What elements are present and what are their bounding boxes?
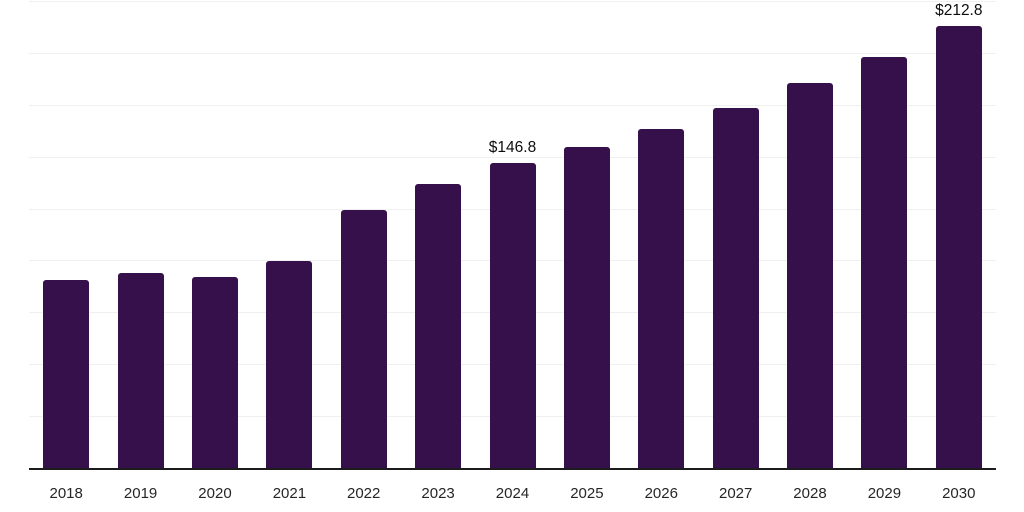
bar-2026 [638, 128, 685, 468]
bar-2030 [935, 26, 982, 468]
x-tick-label-2027: 2027 [719, 485, 753, 502]
x-tick-label-2023: 2023 [421, 485, 455, 502]
x-tick-label-2026: 2026 [644, 485, 678, 502]
bar-2024 [489, 163, 536, 468]
x-tick-label-2025: 2025 [570, 485, 604, 502]
x-tick-label-2030: 2030 [942, 485, 976, 502]
x-tick-label-2022: 2022 [347, 485, 381, 502]
gridline-175 [29, 104, 996, 106]
bar-2025 [563, 146, 610, 468]
gridline-150 [29, 156, 996, 158]
bar-2019 [117, 273, 164, 468]
x-tick-label-2021: 2021 [272, 485, 307, 502]
x-tick-label-2019: 2019 [123, 485, 158, 502]
gridline-225 [29, 1, 996, 2]
bar-2020 [192, 277, 238, 468]
bar-2018 [43, 280, 90, 468]
bar-2027 [712, 107, 759, 468]
x-tick-label-2020: 2020 [198, 485, 232, 502]
bar-2029 [861, 56, 908, 468]
bar-2021 [266, 261, 313, 468]
data-label-2024: $146.8 [488, 139, 537, 157]
x-axis-line [29, 468, 996, 470]
x-tick-label-2028: 2028 [793, 485, 827, 502]
x-tick-label-2029: 2029 [867, 485, 902, 502]
x-tick-label-2024: 2024 [495, 485, 530, 502]
x-tick-label-2018: 2018 [49, 485, 83, 502]
bar-2022 [340, 210, 387, 468]
data-label-2030: $212.8 [935, 2, 983, 20]
bar-2028 [787, 82, 833, 468]
gridline-200 [29, 52, 996, 54]
bar-2023 [415, 183, 462, 468]
